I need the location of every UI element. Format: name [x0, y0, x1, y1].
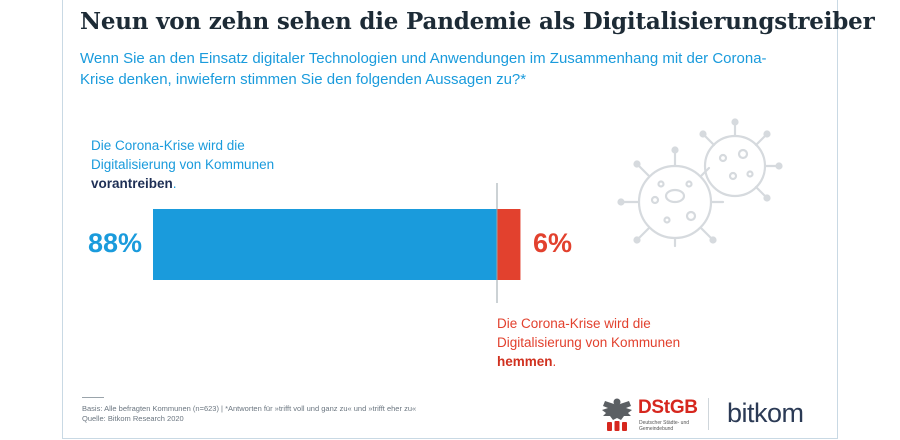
- label-hemmen-emphasis: hemmen: [497, 354, 553, 369]
- logo-separator: [708, 398, 709, 430]
- chart-title: Neun von zehn sehen die Pandemie als Dig…: [80, 8, 875, 35]
- dstgb-name: DStGB: [638, 397, 698, 418]
- dstgb-logo: DStGB Deutscher Städte- und Gemeindebund: [600, 395, 700, 433]
- footnote-basis: Basis: Alle befragten Kommunen (n=623) |…: [82, 404, 417, 413]
- footnote-source: Quelle: Bitkom Research 2020: [82, 414, 184, 423]
- label-hemmen-text: Die Corona-Krise wird die Digitalisierun…: [497, 316, 681, 350]
- value-label-vorantreiben: 88%: [88, 228, 143, 258]
- chart-subtitle: Wenn Sie an den Einsatz digitaler Techno…: [80, 50, 767, 88]
- bitkom-logo: bitkom: [727, 398, 804, 428]
- label-hemmen-suffix: .: [552, 354, 557, 369]
- label-vorantreiben-text: Die Corona-Krise wird die Digitalisierun…: [91, 138, 275, 172]
- label-vorantreiben: Die Corona-Krise wird die Digitalisierun…: [91, 136, 331, 193]
- virus-icon: [617, 118, 783, 248]
- bar-hemmen: [497, 209, 521, 280]
- value-label-hemmen: 6%: [533, 228, 573, 258]
- chart-frame: [62, 0, 838, 439]
- label-vorantreiben-emphasis: vorantreiben: [91, 176, 173, 191]
- eagle-emblem-icon: [602, 398, 632, 431]
- footnote: Basis: Alle befragten Kommunen (n=623) |…: [82, 404, 416, 424]
- label-hemmen: Die Corona-Krise wird die Digitalisierun…: [497, 314, 737, 371]
- footer-rule: [82, 397, 104, 398]
- label-vorantreiben-suffix: .: [172, 176, 177, 191]
- dstgb-subtitle: Deutscher Städte- und Gemeindebund: [639, 420, 690, 432]
- bar-vorantreiben: [153, 209, 497, 280]
